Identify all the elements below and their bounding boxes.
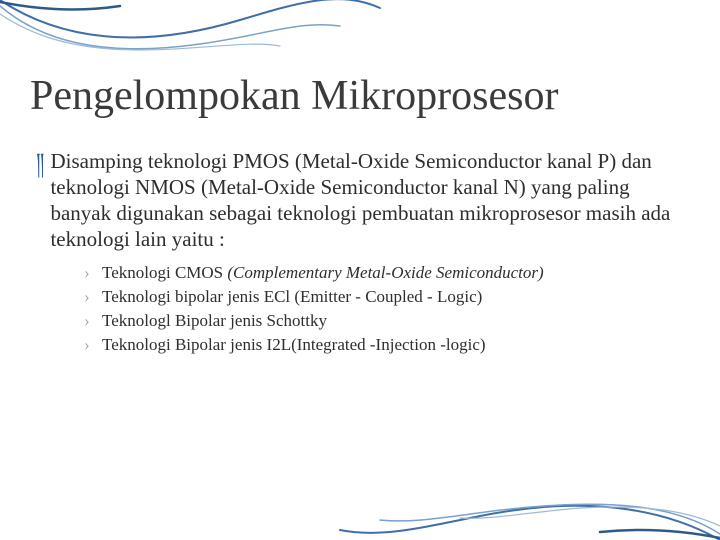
sub-item-text: Teknologi CMOS (Complementary Metal-Oxid… xyxy=(102,262,544,284)
top-swirl-decoration xyxy=(0,0,720,60)
sub-item-text: Teknologi Bipolar jenis I2L(Integrated -… xyxy=(102,334,486,356)
bottom-swirl-decoration xyxy=(0,502,720,540)
sub-list-item: ›Teknologi CMOS (Complementary Metal-Oxi… xyxy=(84,262,684,284)
angle-bullet-icon: › xyxy=(84,310,102,332)
slide: Pengelompokan Mikroprosesor ༎ Disamping … xyxy=(0,0,720,540)
slide-body: ༎ Disamping teknologi PMOS (Metal-Oxide … xyxy=(36,148,684,358)
paragraph-text: Disamping teknologi PMOS (Metal-Oxide Se… xyxy=(50,148,684,252)
sub-item-text: Teknologi bipolar jenis ECl (Emitter - C… xyxy=(102,286,482,308)
angle-bullet-icon: › xyxy=(84,262,102,284)
sub-list-item: ›Teknologl Bipolar jenis Schottky xyxy=(84,310,684,332)
sub-item-text: Teknologl Bipolar jenis Schottky xyxy=(102,310,327,332)
angle-bullet-icon: › xyxy=(84,334,102,356)
sub-list: ›Teknologi CMOS (Complementary Metal-Oxi… xyxy=(84,262,684,356)
angle-bullet-icon: › xyxy=(84,286,102,308)
sub-list-item: ›Teknologi bipolar jenis ECl (Emitter - … xyxy=(84,286,684,308)
curlicue-bullet-icon: ༎ xyxy=(36,148,44,174)
main-paragraph: ༎ Disamping teknologi PMOS (Metal-Oxide … xyxy=(36,148,684,252)
sub-list-item: ›Teknologi Bipolar jenis I2L(Integrated … xyxy=(84,334,684,356)
slide-title: Pengelompokan Mikroprosesor xyxy=(30,72,558,120)
